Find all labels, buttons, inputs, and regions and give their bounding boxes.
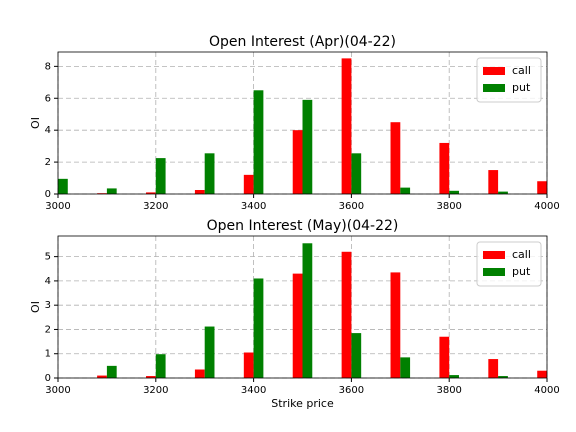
- bar: [302, 243, 313, 378]
- bar: [302, 99, 313, 194]
- bar: [194, 369, 205, 378]
- legend-box: [476, 241, 542, 287]
- bar: [537, 370, 547, 378]
- bar: [146, 192, 156, 194]
- bars: [97, 243, 547, 378]
- bar: [449, 375, 459, 378]
- x-tick-label: 3200: [143, 201, 168, 212]
- bar: [449, 190, 459, 194]
- bar: [439, 142, 450, 194]
- x-tick-label: 3400: [241, 201, 266, 212]
- bar: [292, 273, 303, 378]
- legend-swatch: [483, 251, 505, 259]
- bar: [243, 352, 254, 378]
- bar: [351, 153, 362, 194]
- y-axis-label: OI: [29, 301, 42, 313]
- bar: [155, 354, 166, 378]
- y-tick-label: 0: [45, 373, 51, 384]
- chart-title: Open Interest (Apr)(04-22): [209, 34, 396, 50]
- bar: [253, 90, 264, 194]
- x-tick-label: 3200: [143, 385, 168, 396]
- bar: [146, 376, 156, 378]
- bar: [204, 153, 215, 194]
- legend-label: put: [512, 265, 531, 278]
- x-tick-label: 3000: [45, 201, 70, 212]
- bar: [488, 359, 499, 378]
- legend-swatch: [483, 67, 505, 75]
- legend-box: [476, 57, 542, 103]
- axes-frame: [57, 235, 548, 379]
- bar: [341, 251, 352, 378]
- x-tick-label: 3800: [436, 201, 461, 212]
- x-tick-label: 3400: [241, 385, 266, 396]
- bar: [204, 326, 215, 378]
- bar: [400, 187, 411, 194]
- x-tick-label: 4000: [534, 385, 559, 396]
- x-tick-label: 3800: [436, 385, 461, 396]
- legend-swatch: [483, 84, 505, 92]
- y-tick-label: 4: [45, 276, 51, 287]
- axes-frame: [57, 51, 548, 195]
- y-tick-label: 5: [45, 252, 51, 263]
- bar: [155, 158, 166, 194]
- bar: [439, 336, 450, 378]
- y-tick-label: 2: [45, 324, 51, 335]
- x-tick-label: 3600: [339, 385, 364, 396]
- bar: [292, 130, 303, 194]
- legend-label: call: [512, 64, 531, 77]
- bar: [194, 190, 205, 194]
- bar: [390, 122, 401, 194]
- y-tick-label: 0: [45, 189, 51, 200]
- legend-swatch: [483, 268, 505, 276]
- legend-label: call: [512, 248, 531, 261]
- bar: [341, 58, 352, 194]
- bar: [537, 181, 547, 194]
- bars: [58, 58, 547, 194]
- y-tick-label: 2: [45, 157, 51, 168]
- x-tick-label: 4000: [534, 201, 559, 212]
- bar: [58, 178, 68, 194]
- x-tick-label: 3600: [339, 201, 364, 212]
- bar: [390, 272, 401, 378]
- bar: [400, 357, 411, 378]
- bar: [253, 278, 264, 378]
- x-tick-label: 3000: [45, 385, 70, 396]
- legend-label: put: [512, 81, 531, 94]
- y-tick-label: 3: [45, 300, 51, 311]
- y-tick-label: 1: [45, 349, 51, 360]
- bar: [498, 376, 508, 378]
- chart-title: Open Interest (May)(04-22): [207, 218, 399, 234]
- y-tick-label: 4: [45, 125, 51, 136]
- bar: [498, 191, 508, 194]
- bar: [106, 365, 117, 378]
- bar: [106, 188, 117, 194]
- bar: [97, 375, 107, 378]
- y-tick-label: 6: [45, 93, 51, 104]
- bar: [488, 170, 499, 194]
- x-axis-label: Strike price: [271, 397, 334, 410]
- y-tick-label: 8: [45, 61, 51, 72]
- y-axis-label: OI: [29, 117, 42, 129]
- bar: [351, 333, 362, 378]
- bar: [243, 174, 254, 194]
